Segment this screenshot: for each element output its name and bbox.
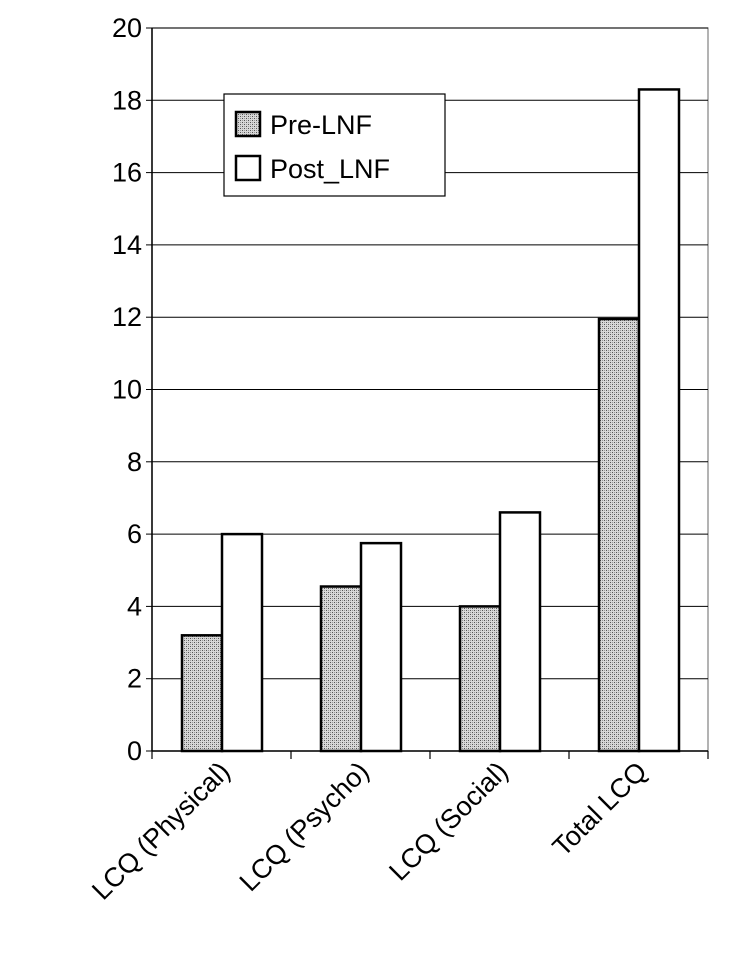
y-tick-label: 12 bbox=[112, 302, 142, 332]
y-tick-label: 20 bbox=[112, 13, 142, 43]
y-tick-label: 6 bbox=[127, 519, 142, 549]
bar-pre-2 bbox=[458, 605, 502, 753]
y-tick-label: 10 bbox=[112, 375, 142, 405]
bar-pre-1 bbox=[319, 585, 363, 753]
x-category-label: LCQ (Physical) bbox=[86, 756, 236, 906]
x-axis-ticks: LCQ (Physical)LCQ (Psycho) LCQ (Social) To… bbox=[86, 751, 709, 906]
y-tick-label: 0 bbox=[127, 736, 142, 766]
bars bbox=[180, 88, 681, 753]
bar-pre-0 bbox=[180, 634, 224, 753]
y-tick-label: 4 bbox=[127, 591, 142, 621]
legend-label: Pre-LNF bbox=[270, 110, 372, 140]
x-category-label: LCQ (Social) bbox=[383, 756, 513, 886]
bar-pre-3 bbox=[597, 317, 641, 753]
bar-post-3 bbox=[637, 88, 681, 753]
legend-swatch bbox=[234, 110, 262, 138]
legend-swatch bbox=[234, 154, 262, 182]
y-axis-ticks: 0 2 4 6 8 10 12 14 16 18 20 bbox=[112, 13, 152, 766]
legend-label: Post_LNF bbox=[270, 154, 390, 184]
y-tick-label: 16 bbox=[112, 158, 142, 188]
y-tick-label: 14 bbox=[112, 230, 142, 260]
y-tick-label: 18 bbox=[112, 85, 142, 115]
x-category-label: LCQ (Psycho) bbox=[234, 756, 375, 897]
y-tick-label: 8 bbox=[127, 447, 142, 477]
legend: Pre-LNF Post_LNF bbox=[223, 93, 446, 197]
bar-post-1 bbox=[359, 541, 403, 753]
x-category-label: Total LCQ bbox=[547, 756, 653, 862]
y-tick-label: 2 bbox=[127, 664, 142, 694]
bar-post-0 bbox=[220, 532, 264, 753]
bar-post-2 bbox=[498, 511, 542, 753]
